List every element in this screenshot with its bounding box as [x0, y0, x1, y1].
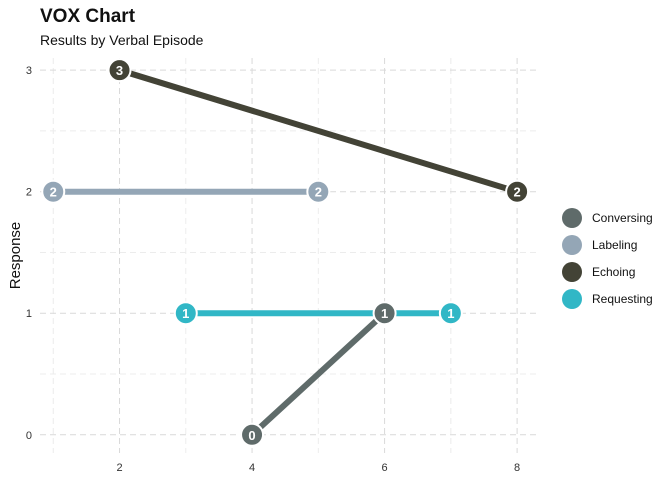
data-label-echoing: 3: [116, 63, 123, 78]
data-point-conversing: [240, 422, 265, 447]
data-point-labeling: [41, 179, 66, 204]
y-tick-label: 3: [26, 65, 32, 77]
y-tick-label: 2: [26, 187, 32, 199]
legend-item-conversing: Conversing: [562, 208, 653, 228]
legend-item-labeling: Labeling: [562, 235, 637, 255]
series-echoing: 32: [107, 58, 530, 204]
y-tick-label: 1: [26, 308, 32, 320]
y-axis-title: Response: [7, 222, 24, 290]
legend-key-echoing: [562, 262, 582, 282]
legend-label-echoing: Echoing: [592, 265, 635, 279]
data-point-requesting: [173, 301, 198, 326]
x-tick-label: 8: [514, 462, 520, 474]
chart-subtitle: Results by Verbal Episode: [40, 32, 204, 48]
chart-title: VOX Chart: [40, 6, 136, 27]
legend-label-requesting: Requesting: [592, 292, 653, 306]
x-tick-label: 4: [249, 462, 255, 474]
legend-item-echoing: Echoing: [562, 262, 635, 282]
legend-label-conversing: Conversing: [592, 211, 653, 225]
legend-key-requesting: [562, 289, 582, 309]
data-label-labeling: 2: [315, 185, 322, 200]
data-label-echoing: 2: [514, 185, 521, 200]
legend: Conversing Labeling Echoing Requesting: [562, 208, 653, 309]
data-label-requesting: 1: [447, 306, 454, 321]
x-tick-label: 2: [116, 462, 122, 474]
data-label-labeling: 2: [50, 185, 57, 200]
data-point-echoing: [107, 58, 132, 83]
grid: [40, 58, 537, 453]
data-point-requesting: [438, 301, 463, 326]
data-point-echoing: [505, 179, 530, 204]
legend-key-labeling: [562, 235, 582, 255]
data-label-requesting: 1: [182, 306, 189, 321]
legend-label-labeling: Labeling: [592, 238, 637, 252]
legend-key-conversing: [562, 208, 582, 228]
y-tick-label: 0: [26, 430, 32, 442]
data-point-labeling: [306, 179, 331, 204]
legend-item-requesting: Requesting: [562, 289, 653, 309]
data-label-conversing: 1: [381, 306, 388, 321]
series-conversing: 01: [240, 301, 397, 447]
series-line-echoing: [116, 67, 521, 195]
series-line-conversing: [249, 310, 388, 438]
x-tick-label: 6: [382, 462, 388, 474]
data-label-conversing: 0: [248, 428, 255, 443]
data-point-conversing: [372, 301, 397, 326]
